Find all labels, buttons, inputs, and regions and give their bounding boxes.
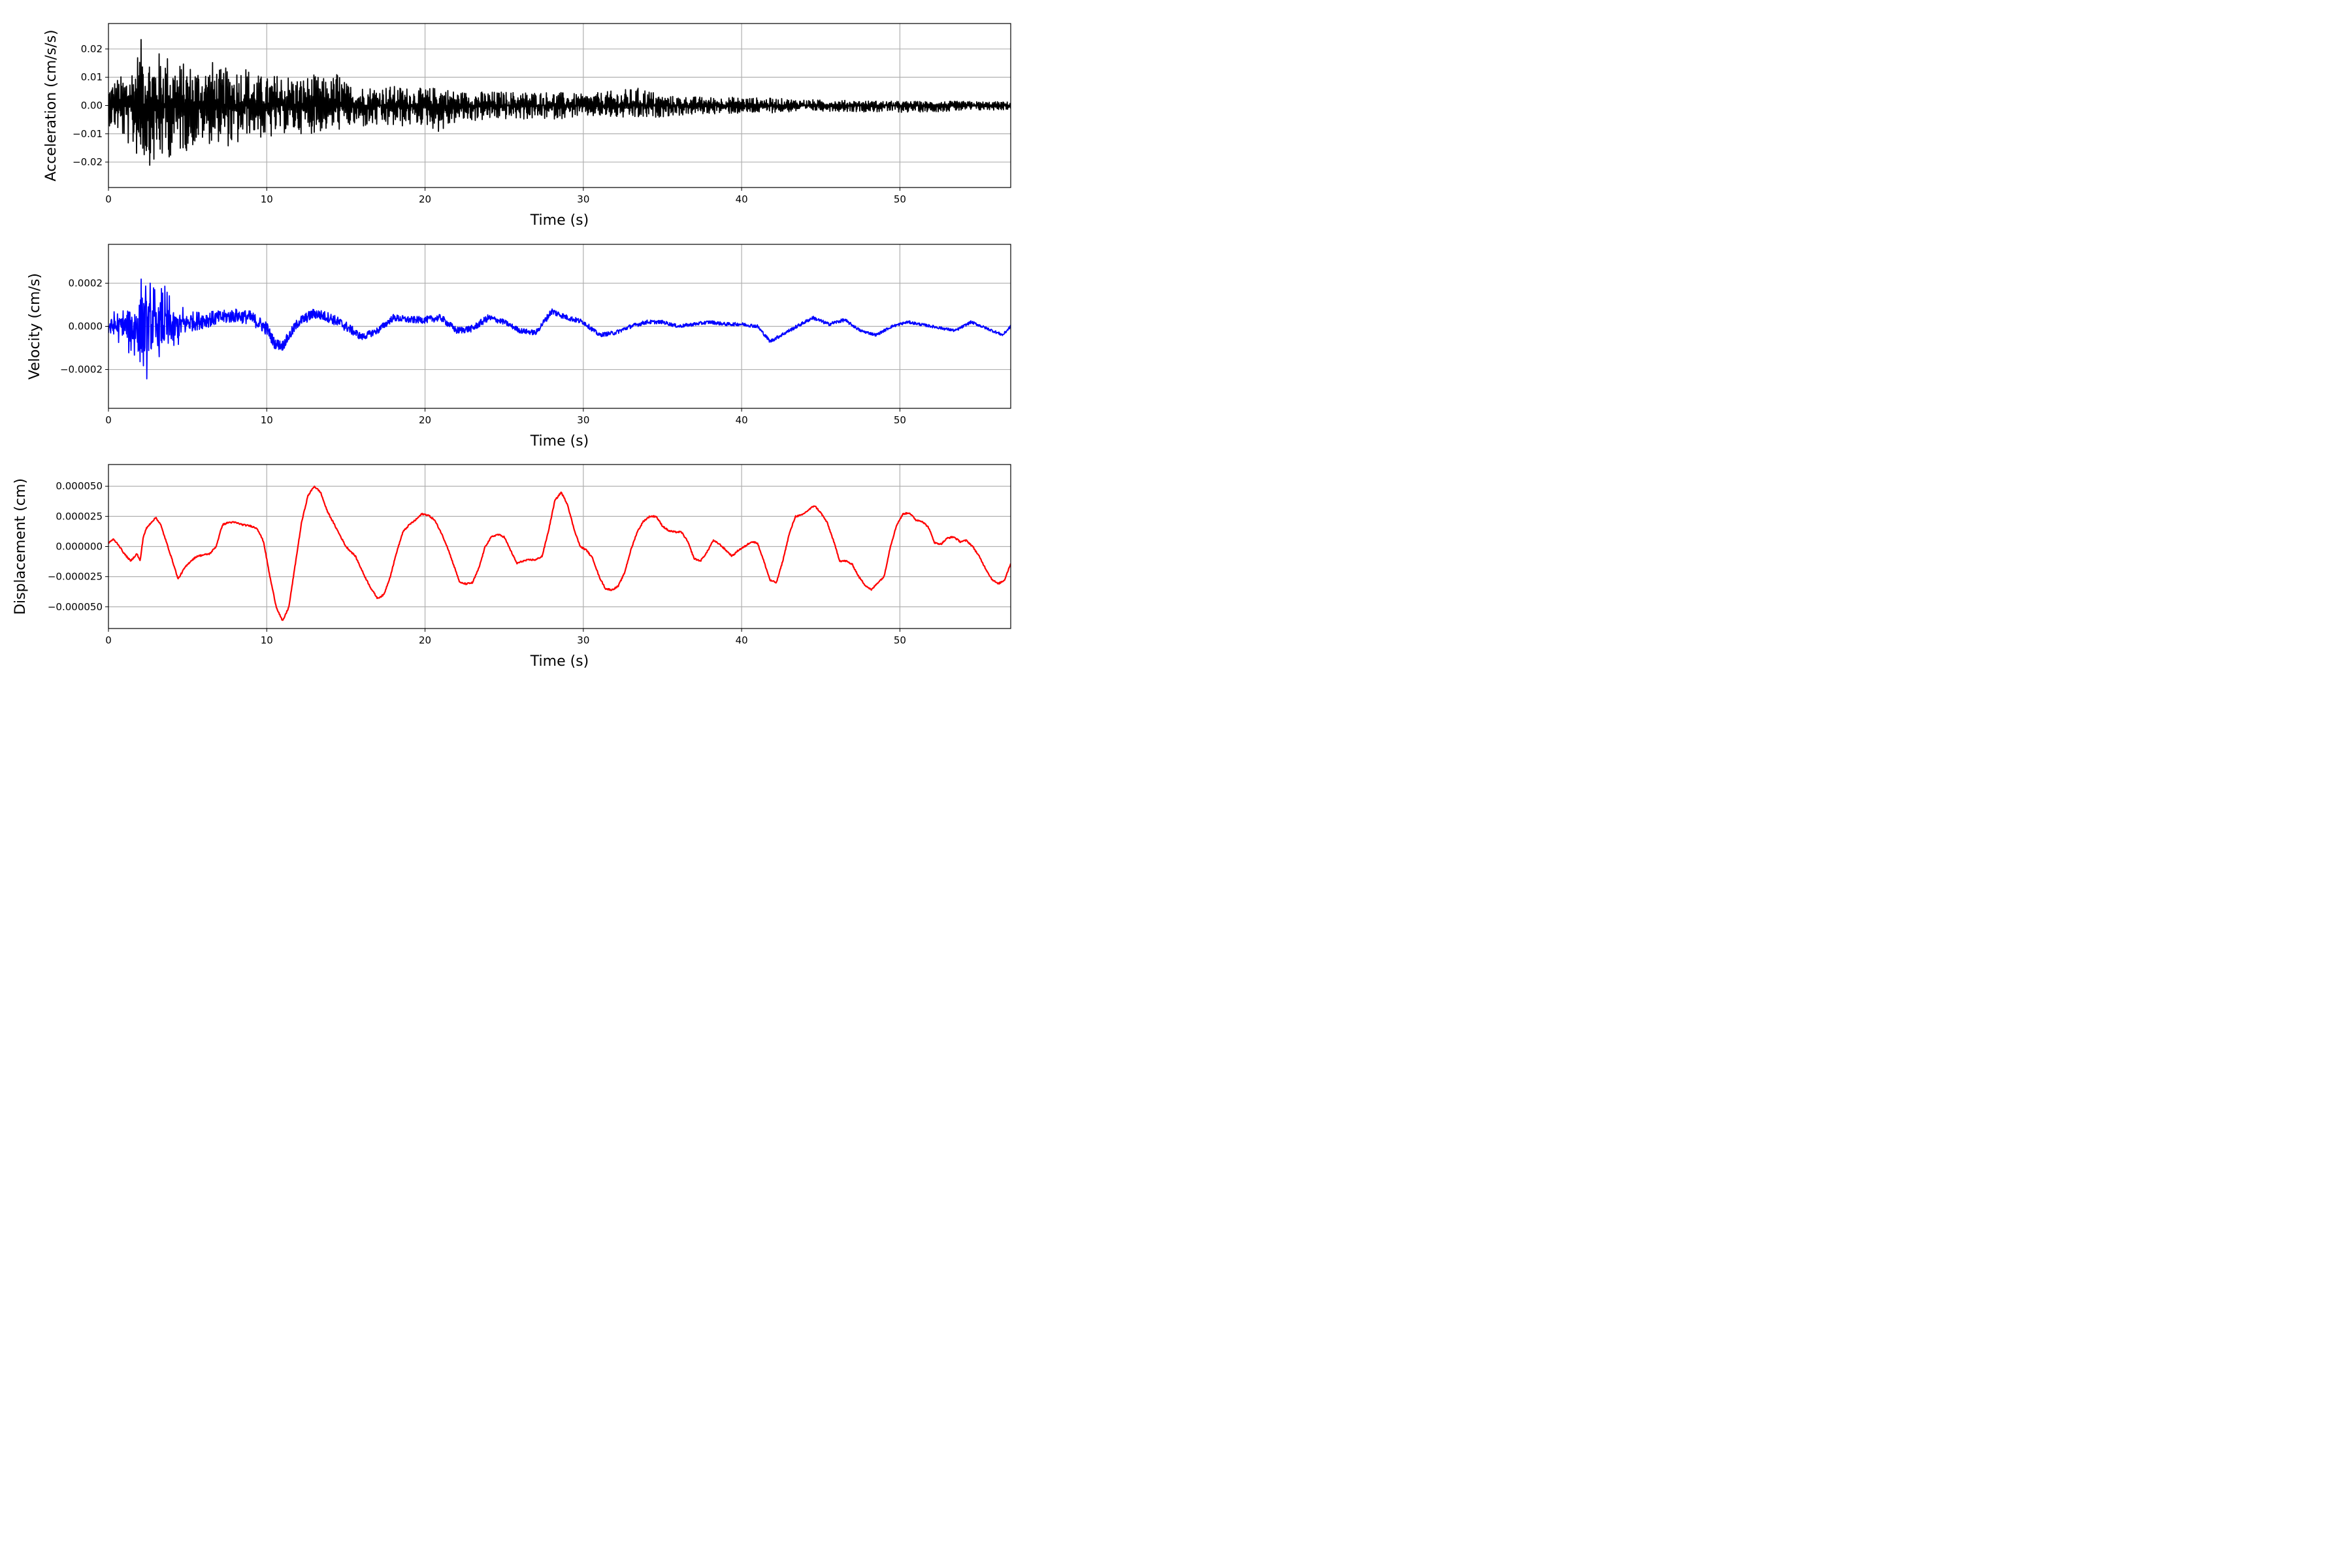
- displacement-xtick-label-4: 40: [736, 634, 748, 646]
- displacement-xtick-label-0: 0: [105, 634, 112, 646]
- acceleration-xlabel: Time (s): [530, 212, 589, 229]
- acceleration-xtick-label-3: 30: [577, 193, 589, 205]
- displacement-xtick-label-3: 30: [577, 634, 589, 646]
- displacement-xlabel: Time (s): [530, 653, 589, 670]
- velocity-chart: 0 10 20 30 40 50 −0.0002 0.0000 0.0002 Time (s) Ve…: [27, 244, 1011, 449]
- figure: 0 10 20 30 40 50 −0.02 −0.01 0.00 0.01 0.02 Time (s…: [12, 23, 1011, 670]
- acceleration-xtick-label-0: 0: [105, 193, 112, 205]
- velocity-xtick-label-1: 10: [261, 414, 273, 426]
- displacement-xtick-label-5: 50: [894, 634, 906, 646]
- acceleration-ytick-label-1: −0.01: [73, 128, 103, 140]
- acceleration-ylabel: Acceleration (cm/s/s): [43, 29, 59, 181]
- acceleration-xtick-label-5: 50: [894, 193, 906, 205]
- acceleration-ytick-label-4: 0.02: [81, 43, 103, 55]
- acceleration-chart: 0 10 20 30 40 50 −0.02 −0.01 0.00 0.01 0.02 Time (s…: [43, 23, 1011, 229]
- displacement-ylabel: Displacement (cm): [12, 478, 29, 615]
- acceleration-xtick-label-2: 20: [419, 193, 431, 205]
- velocity-series-line: [108, 278, 1011, 380]
- displacement-ytick-label-2: 0.000000: [56, 541, 103, 553]
- displacement-chart: 0 10 20 30 40 50 −0.000050 −0.000025 0.000000 0.0…: [12, 464, 1011, 670]
- displacement-ytick-label-1: −0.000025: [48, 571, 103, 583]
- velocity-ylabel: Velocity (cm/s): [27, 273, 43, 380]
- velocity-xtick-label-2: 20: [419, 414, 431, 426]
- displacement-xtick-label-1: 10: [261, 634, 273, 646]
- displacement-series-line: [108, 485, 1011, 621]
- velocity-ytick-label-2: 0.0002: [69, 277, 103, 289]
- acceleration-xtick-label-4: 40: [736, 193, 748, 205]
- velocity-ytick-label-1: 0.0000: [69, 321, 103, 333]
- velocity-xtick-label-3: 30: [577, 414, 589, 426]
- velocity-xtick-label-0: 0: [105, 414, 112, 426]
- displacement-ytick-label-3: 0.000025: [56, 510, 103, 522]
- acceleration-series-line: [108, 39, 1011, 166]
- acceleration-ytick-label-0: −0.02: [73, 156, 103, 168]
- velocity-xtick-label-4: 40: [736, 414, 748, 426]
- acceleration-ytick-label-2: 0.00: [81, 100, 103, 112]
- velocity-xtick-label-5: 50: [894, 414, 906, 426]
- acceleration-ytick-label-3: 0.01: [81, 71, 103, 83]
- displacement-ytick-label-0: −0.000050: [48, 601, 103, 613]
- displacement-ytick-label-4: 0.000050: [56, 480, 103, 492]
- velocity-ytick-label-0: −0.0002: [60, 364, 103, 376]
- acceleration-xtick-label-1: 10: [261, 193, 273, 205]
- displacement-xtick-label-2: 20: [419, 634, 431, 646]
- velocity-xlabel: Time (s): [530, 433, 589, 449]
